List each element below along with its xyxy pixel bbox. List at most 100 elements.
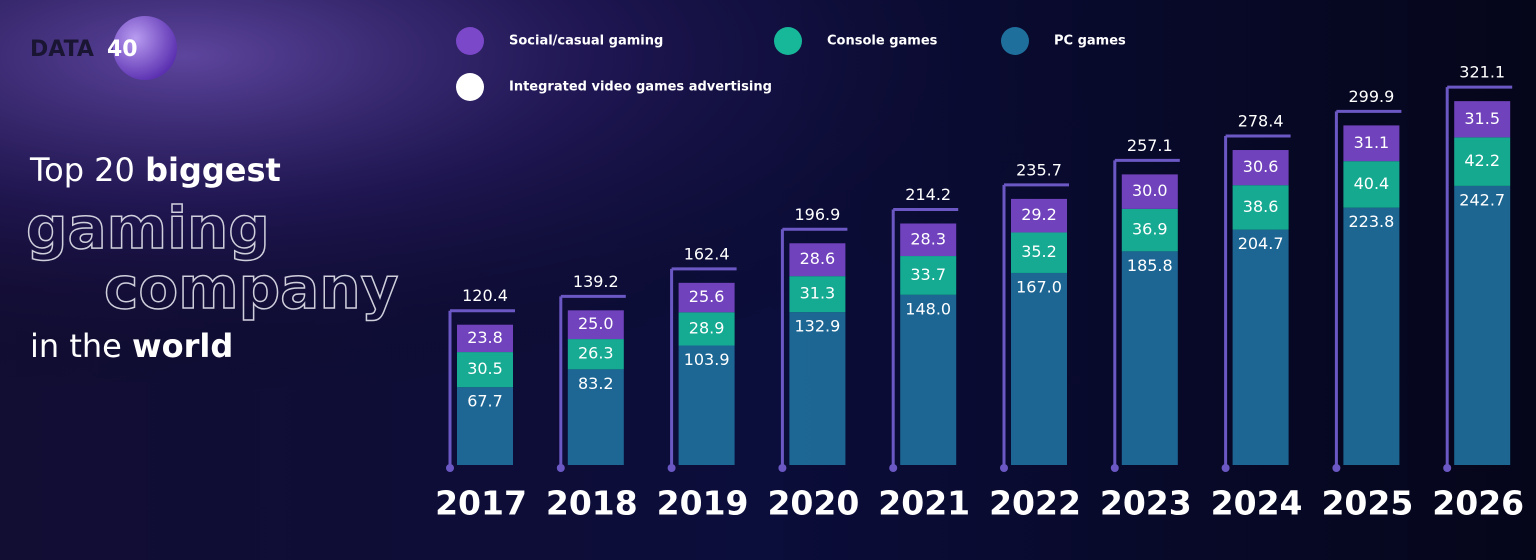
bar-segment: [1011, 232, 1067, 273]
value-label: 30.5: [467, 359, 503, 378]
bar-segment: [457, 324, 513, 353]
bracket-dot: [446, 464, 454, 472]
bar-segment: [1121, 174, 1178, 209]
total-label: 120.4: [462, 286, 508, 305]
bar-segment: [567, 310, 624, 340]
bar-segment: [1232, 185, 1289, 230]
bar-segment: [900, 223, 957, 257]
bar-segment: [1011, 272, 1067, 465]
bar-segment: [900, 256, 957, 295]
value-label: 30.6: [1243, 157, 1279, 176]
x-tick-label: 2020: [767, 484, 859, 523]
bar-segment: [1343, 161, 1400, 208]
bracket-dot: [556, 464, 565, 472]
total-label: 321.1: [1459, 63, 1505, 82]
value-label: 28.6: [800, 249, 836, 268]
value-label: 83.2: [578, 374, 614, 393]
bar-segment: [1121, 208, 1178, 252]
bracket-dot: [778, 464, 787, 472]
headline-part: Top 20: [29, 151, 135, 189]
headline-outline: company: [104, 254, 398, 322]
value-label: 33.7: [910, 265, 946, 284]
bar-segment: [1454, 185, 1511, 465]
bar-segment: [1454, 101, 1511, 138]
headline-part: in the: [30, 327, 122, 365]
headline-light: Top 20 biggest: [29, 151, 281, 189]
value-label: 242.7: [1459, 190, 1505, 209]
bracket-dot: [1110, 464, 1119, 472]
x-tick-label: 2022: [989, 484, 1081, 523]
bar-segment: [678, 312, 735, 346]
bracket-dot: [1221, 464, 1230, 472]
headline-light: in the world: [30, 327, 233, 365]
logo-text: DATA: [30, 37, 94, 62]
bar-segment: [900, 294, 957, 465]
legend-swatch: [774, 27, 802, 55]
value-label: 103.9: [684, 350, 730, 369]
value-label: 148.0: [905, 299, 951, 318]
bar-segment: [567, 369, 624, 465]
x-tick-label: 2019: [657, 484, 749, 523]
total-label: 257.1: [1127, 136, 1173, 155]
bar-segment: [789, 276, 846, 313]
value-label: 26.3: [578, 344, 614, 363]
x-tick-label: 2025: [1321, 484, 1413, 523]
bracket-dot: [889, 464, 898, 472]
bar-segment: [1343, 125, 1400, 162]
value-label: 40.4: [1354, 174, 1390, 193]
value-label: 167.0: [1016, 277, 1062, 296]
value-label: 31.1: [1354, 133, 1390, 152]
total-label: 162.4: [684, 244, 730, 263]
value-label: 28.9: [689, 318, 725, 337]
total-label: 278.4: [1238, 112, 1284, 131]
logo-circle: [113, 16, 177, 80]
bar-segment: [789, 243, 846, 277]
value-label: 36.9: [1132, 220, 1168, 239]
bar-segment: [1011, 198, 1067, 233]
legend-label: Integrated video games advertising: [509, 80, 772, 95]
x-tick-label: 2017: [435, 484, 527, 523]
legend-swatch: [456, 73, 484, 101]
value-label: 204.7: [1238, 234, 1284, 253]
bar-segment: [1343, 207, 1400, 465]
bracket-dot: [1000, 464, 1008, 472]
x-tick-label: 2024: [1211, 484, 1303, 523]
legend-swatch: [456, 27, 484, 55]
total-label: 214.2: [905, 185, 951, 204]
value-label: 223.8: [1348, 212, 1394, 231]
bar-segment: [678, 282, 735, 313]
bar-segment: [567, 339, 624, 370]
bar-segment: [1232, 150, 1289, 186]
x-tick-label: 2023: [1100, 484, 1192, 523]
value-label: 185.8: [1127, 256, 1173, 275]
total-label: 299.9: [1348, 87, 1394, 106]
headline-part: world: [132, 327, 233, 365]
legend-label: Console games: [827, 34, 938, 49]
bracket-dot: [667, 464, 676, 472]
value-label: 30.0: [1132, 181, 1168, 200]
total-label: 235.7: [1016, 160, 1062, 179]
value-label: 67.7: [467, 392, 503, 411]
value-label: 31.3: [800, 284, 836, 303]
bar-segment: [1232, 229, 1289, 465]
total-label: 139.2: [573, 272, 619, 291]
legend-swatch: [1001, 27, 1029, 55]
x-tick-label: 2018: [546, 484, 638, 523]
x-tick-label: 2026: [1432, 484, 1524, 523]
value-label: 35.2: [1021, 242, 1057, 261]
value-label: 25.6: [689, 287, 725, 306]
bar-segment: [1121, 251, 1178, 465]
bar-segment: [457, 352, 513, 388]
value-label: 23.8: [467, 328, 503, 347]
headline-outline: gaming: [26, 194, 270, 262]
bar-segment: [1454, 137, 1511, 186]
value-label: 132.9: [794, 317, 840, 336]
legend-label: Social/casual gaming: [509, 34, 663, 49]
value-label: 31.5: [1464, 109, 1500, 128]
value-label: 38.6: [1243, 197, 1279, 216]
bracket-dot: [1443, 464, 1452, 472]
total-label: 196.9: [794, 205, 840, 224]
x-tick-label: 2021: [878, 484, 970, 523]
value-label: 42.2: [1464, 151, 1500, 170]
